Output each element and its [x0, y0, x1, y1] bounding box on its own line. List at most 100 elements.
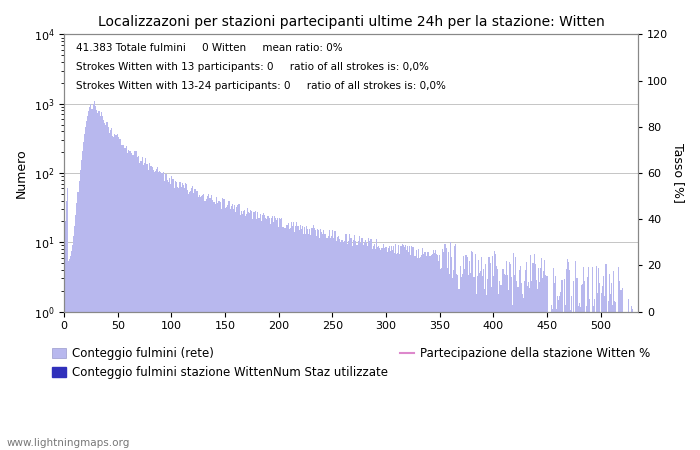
- Bar: [421, 256, 422, 450]
- Bar: [293, 222, 294, 450]
- Bar: [568, 262, 569, 450]
- Bar: [475, 294, 477, 450]
- Bar: [524, 281, 525, 450]
- Bar: [499, 281, 500, 450]
- Bar: [317, 229, 318, 450]
- Bar: [233, 208, 235, 450]
- Bar: [83, 142, 84, 450]
- Bar: [86, 121, 88, 450]
- Bar: [146, 164, 147, 450]
- Bar: [507, 275, 508, 450]
- Bar: [446, 248, 447, 450]
- Bar: [80, 160, 82, 450]
- Bar: [442, 248, 443, 450]
- Bar: [566, 269, 567, 450]
- Bar: [585, 311, 586, 450]
- Bar: [543, 271, 545, 450]
- Bar: [309, 229, 310, 450]
- Bar: [285, 228, 286, 450]
- Bar: [300, 225, 301, 450]
- Bar: [286, 225, 287, 450]
- Bar: [230, 209, 231, 450]
- Bar: [350, 238, 351, 450]
- Bar: [483, 269, 484, 450]
- Bar: [305, 234, 306, 450]
- Bar: [370, 239, 372, 450]
- Bar: [511, 277, 512, 450]
- Bar: [203, 194, 204, 450]
- Bar: [481, 256, 482, 450]
- Bar: [603, 276, 604, 450]
- Bar: [149, 163, 150, 450]
- Bar: [183, 188, 185, 450]
- Bar: [582, 284, 583, 450]
- Bar: [122, 145, 124, 450]
- Bar: [386, 252, 388, 450]
- Bar: [178, 188, 179, 450]
- Bar: [162, 173, 163, 450]
- Bar: [301, 229, 302, 450]
- Bar: [108, 133, 110, 450]
- Bar: [333, 238, 334, 450]
- Bar: [173, 179, 174, 450]
- Bar: [342, 242, 344, 450]
- Bar: [248, 212, 249, 450]
- Bar: [153, 171, 154, 450]
- Bar: [600, 311, 601, 450]
- Bar: [349, 234, 350, 450]
- Bar: [573, 281, 574, 450]
- Bar: [602, 286, 603, 450]
- Bar: [64, 221, 66, 450]
- Bar: [608, 301, 609, 450]
- Bar: [561, 279, 563, 450]
- Bar: [614, 301, 615, 450]
- Bar: [251, 211, 253, 450]
- Bar: [391, 246, 392, 450]
- Bar: [592, 267, 593, 450]
- Bar: [68, 261, 69, 450]
- Bar: [463, 256, 464, 450]
- Bar: [382, 248, 384, 450]
- Bar: [412, 247, 414, 450]
- Bar: [581, 285, 582, 450]
- Bar: [72, 245, 74, 450]
- Bar: [175, 181, 176, 450]
- Bar: [368, 238, 370, 450]
- Bar: [299, 230, 300, 450]
- Bar: [559, 297, 561, 450]
- Bar: [365, 239, 366, 450]
- Bar: [88, 111, 90, 450]
- Bar: [279, 218, 280, 450]
- Bar: [464, 269, 465, 450]
- Bar: [304, 227, 305, 450]
- Bar: [191, 188, 193, 450]
- Bar: [408, 252, 409, 450]
- Bar: [247, 207, 248, 450]
- Bar: [515, 257, 517, 450]
- Bar: [94, 106, 96, 450]
- Bar: [494, 251, 495, 450]
- Bar: [376, 239, 377, 450]
- Bar: [458, 289, 459, 450]
- Bar: [432, 255, 433, 450]
- Bar: [590, 311, 592, 450]
- Bar: [276, 220, 277, 450]
- Bar: [82, 151, 83, 450]
- Bar: [593, 306, 594, 450]
- Bar: [428, 252, 430, 450]
- Bar: [102, 116, 104, 450]
- Bar: [138, 156, 139, 450]
- Bar: [438, 261, 439, 450]
- Bar: [523, 297, 524, 450]
- Bar: [513, 253, 514, 450]
- Bar: [155, 171, 156, 450]
- Bar: [190, 191, 191, 450]
- Bar: [389, 246, 390, 450]
- Bar: [172, 179, 173, 450]
- Bar: [219, 201, 220, 450]
- Bar: [423, 254, 424, 450]
- Bar: [379, 248, 380, 450]
- Bar: [477, 276, 478, 450]
- Bar: [615, 302, 616, 450]
- Bar: [159, 171, 160, 450]
